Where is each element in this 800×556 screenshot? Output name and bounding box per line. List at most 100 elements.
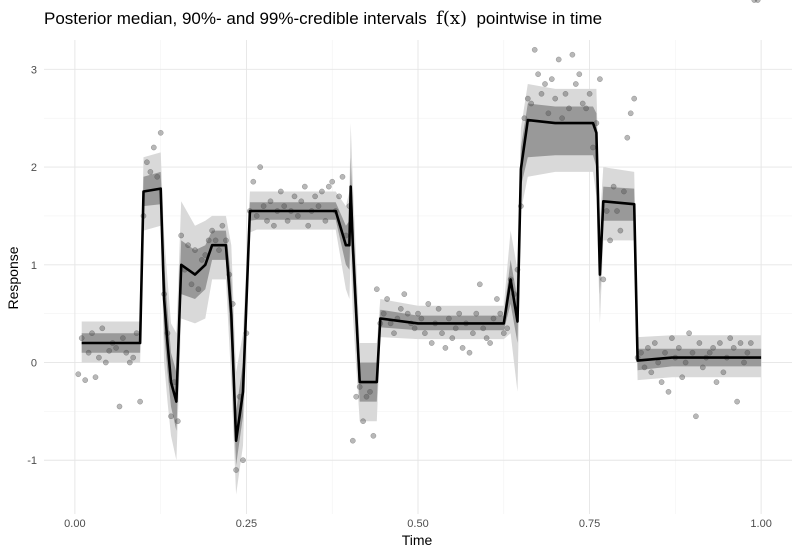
data-point [645, 345, 651, 351]
data-point [428, 340, 435, 346]
data-point [102, 359, 109, 366]
data-point [284, 217, 291, 224]
grid [44, 40, 792, 514]
data-point [133, 330, 140, 337]
data-point [212, 237, 219, 244]
data-point [655, 359, 662, 366]
data-point [504, 325, 511, 332]
data-point [483, 335, 490, 341]
data-point [144, 159, 150, 166]
data-point [456, 310, 463, 317]
data-point [415, 310, 421, 317]
data-point [360, 418, 366, 425]
x-tick-label: 0.00 [64, 518, 85, 530]
data-point [439, 330, 445, 337]
data-point [373, 286, 380, 293]
data-point [192, 247, 198, 253]
data-point [487, 340, 493, 346]
data-point [566, 105, 572, 112]
data-point [717, 340, 723, 346]
data-point [411, 325, 418, 332]
title-function: f(x) [436, 8, 468, 29]
data-point [572, 81, 579, 87]
data-point [446, 315, 452, 322]
data-point [586, 90, 593, 97]
data-point [542, 81, 548, 87]
data-point [188, 281, 195, 288]
data-point [679, 374, 686, 381]
data-point [123, 349, 130, 356]
x-tick-label: 1.00 [750, 518, 771, 530]
data-point [473, 310, 480, 317]
data-point [277, 188, 284, 195]
data-point [624, 134, 631, 141]
data-point [754, 0, 761, 3]
data-point [576, 71, 583, 78]
data-point [627, 110, 634, 117]
data-point [418, 315, 425, 322]
data-point [524, 95, 531, 102]
data-point [339, 173, 346, 180]
data-point [319, 188, 325, 195]
data-point [552, 95, 559, 102]
data-point [99, 325, 106, 332]
data-point [614, 208, 620, 214]
data-point [521, 115, 528, 122]
data-point [610, 183, 617, 190]
data-point [452, 325, 459, 332]
data-point [535, 71, 541, 78]
y-tick-label: 0 [31, 358, 37, 370]
data-point [555, 56, 562, 63]
data-point [301, 183, 308, 190]
data-point [216, 247, 222, 253]
data-point [219, 222, 226, 229]
data-point [675, 345, 682, 351]
data-point [603, 208, 610, 214]
data-point [233, 467, 239, 473]
data-point [490, 315, 497, 322]
data-point [85, 349, 92, 356]
data-point [562, 90, 569, 97]
y-tick-label: 1 [31, 260, 37, 272]
data-point [391, 330, 397, 337]
x-axis-label: Time [402, 532, 433, 548]
data-point [260, 203, 267, 209]
data-point [370, 432, 377, 439]
observations [75, 0, 761, 473]
y-tick-label: 2 [31, 162, 37, 174]
title-text: Posterior median, 90%- and 99%-credible … [44, 9, 427, 28]
data-point [658, 379, 665, 385]
data-point [209, 227, 215, 234]
y-axis-label: Response [5, 246, 21, 309]
data-point [349, 437, 356, 444]
data-point [531, 46, 538, 53]
median-line-group [81, 118, 762, 442]
data-point [367, 388, 373, 395]
data-point [195, 286, 202, 293]
data-point [89, 330, 95, 337]
data-point [696, 340, 703, 346]
data-point [425, 301, 432, 307]
data-point [710, 345, 716, 351]
axes: 0.00 0.25 0.50 0.75 1.00 -1 0 1 2 3 [27, 64, 772, 530]
credible-bands [81, 84, 762, 495]
data-point [590, 144, 596, 151]
data-point [130, 354, 137, 361]
ci90-band [81, 103, 762, 466]
data-point [253, 213, 260, 219]
data-point [75, 371, 82, 378]
data-point [315, 203, 322, 209]
data-point [494, 296, 500, 302]
data-point [106, 347, 113, 354]
data-point [205, 237, 212, 244]
data-point [150, 144, 157, 151]
data-point [449, 335, 456, 341]
data-point [600, 276, 607, 283]
data-point [178, 232, 185, 239]
data-point [404, 310, 411, 317]
data-point [730, 345, 737, 351]
data-point [198, 257, 205, 263]
data-point [363, 393, 370, 400]
data-point [336, 193, 342, 200]
